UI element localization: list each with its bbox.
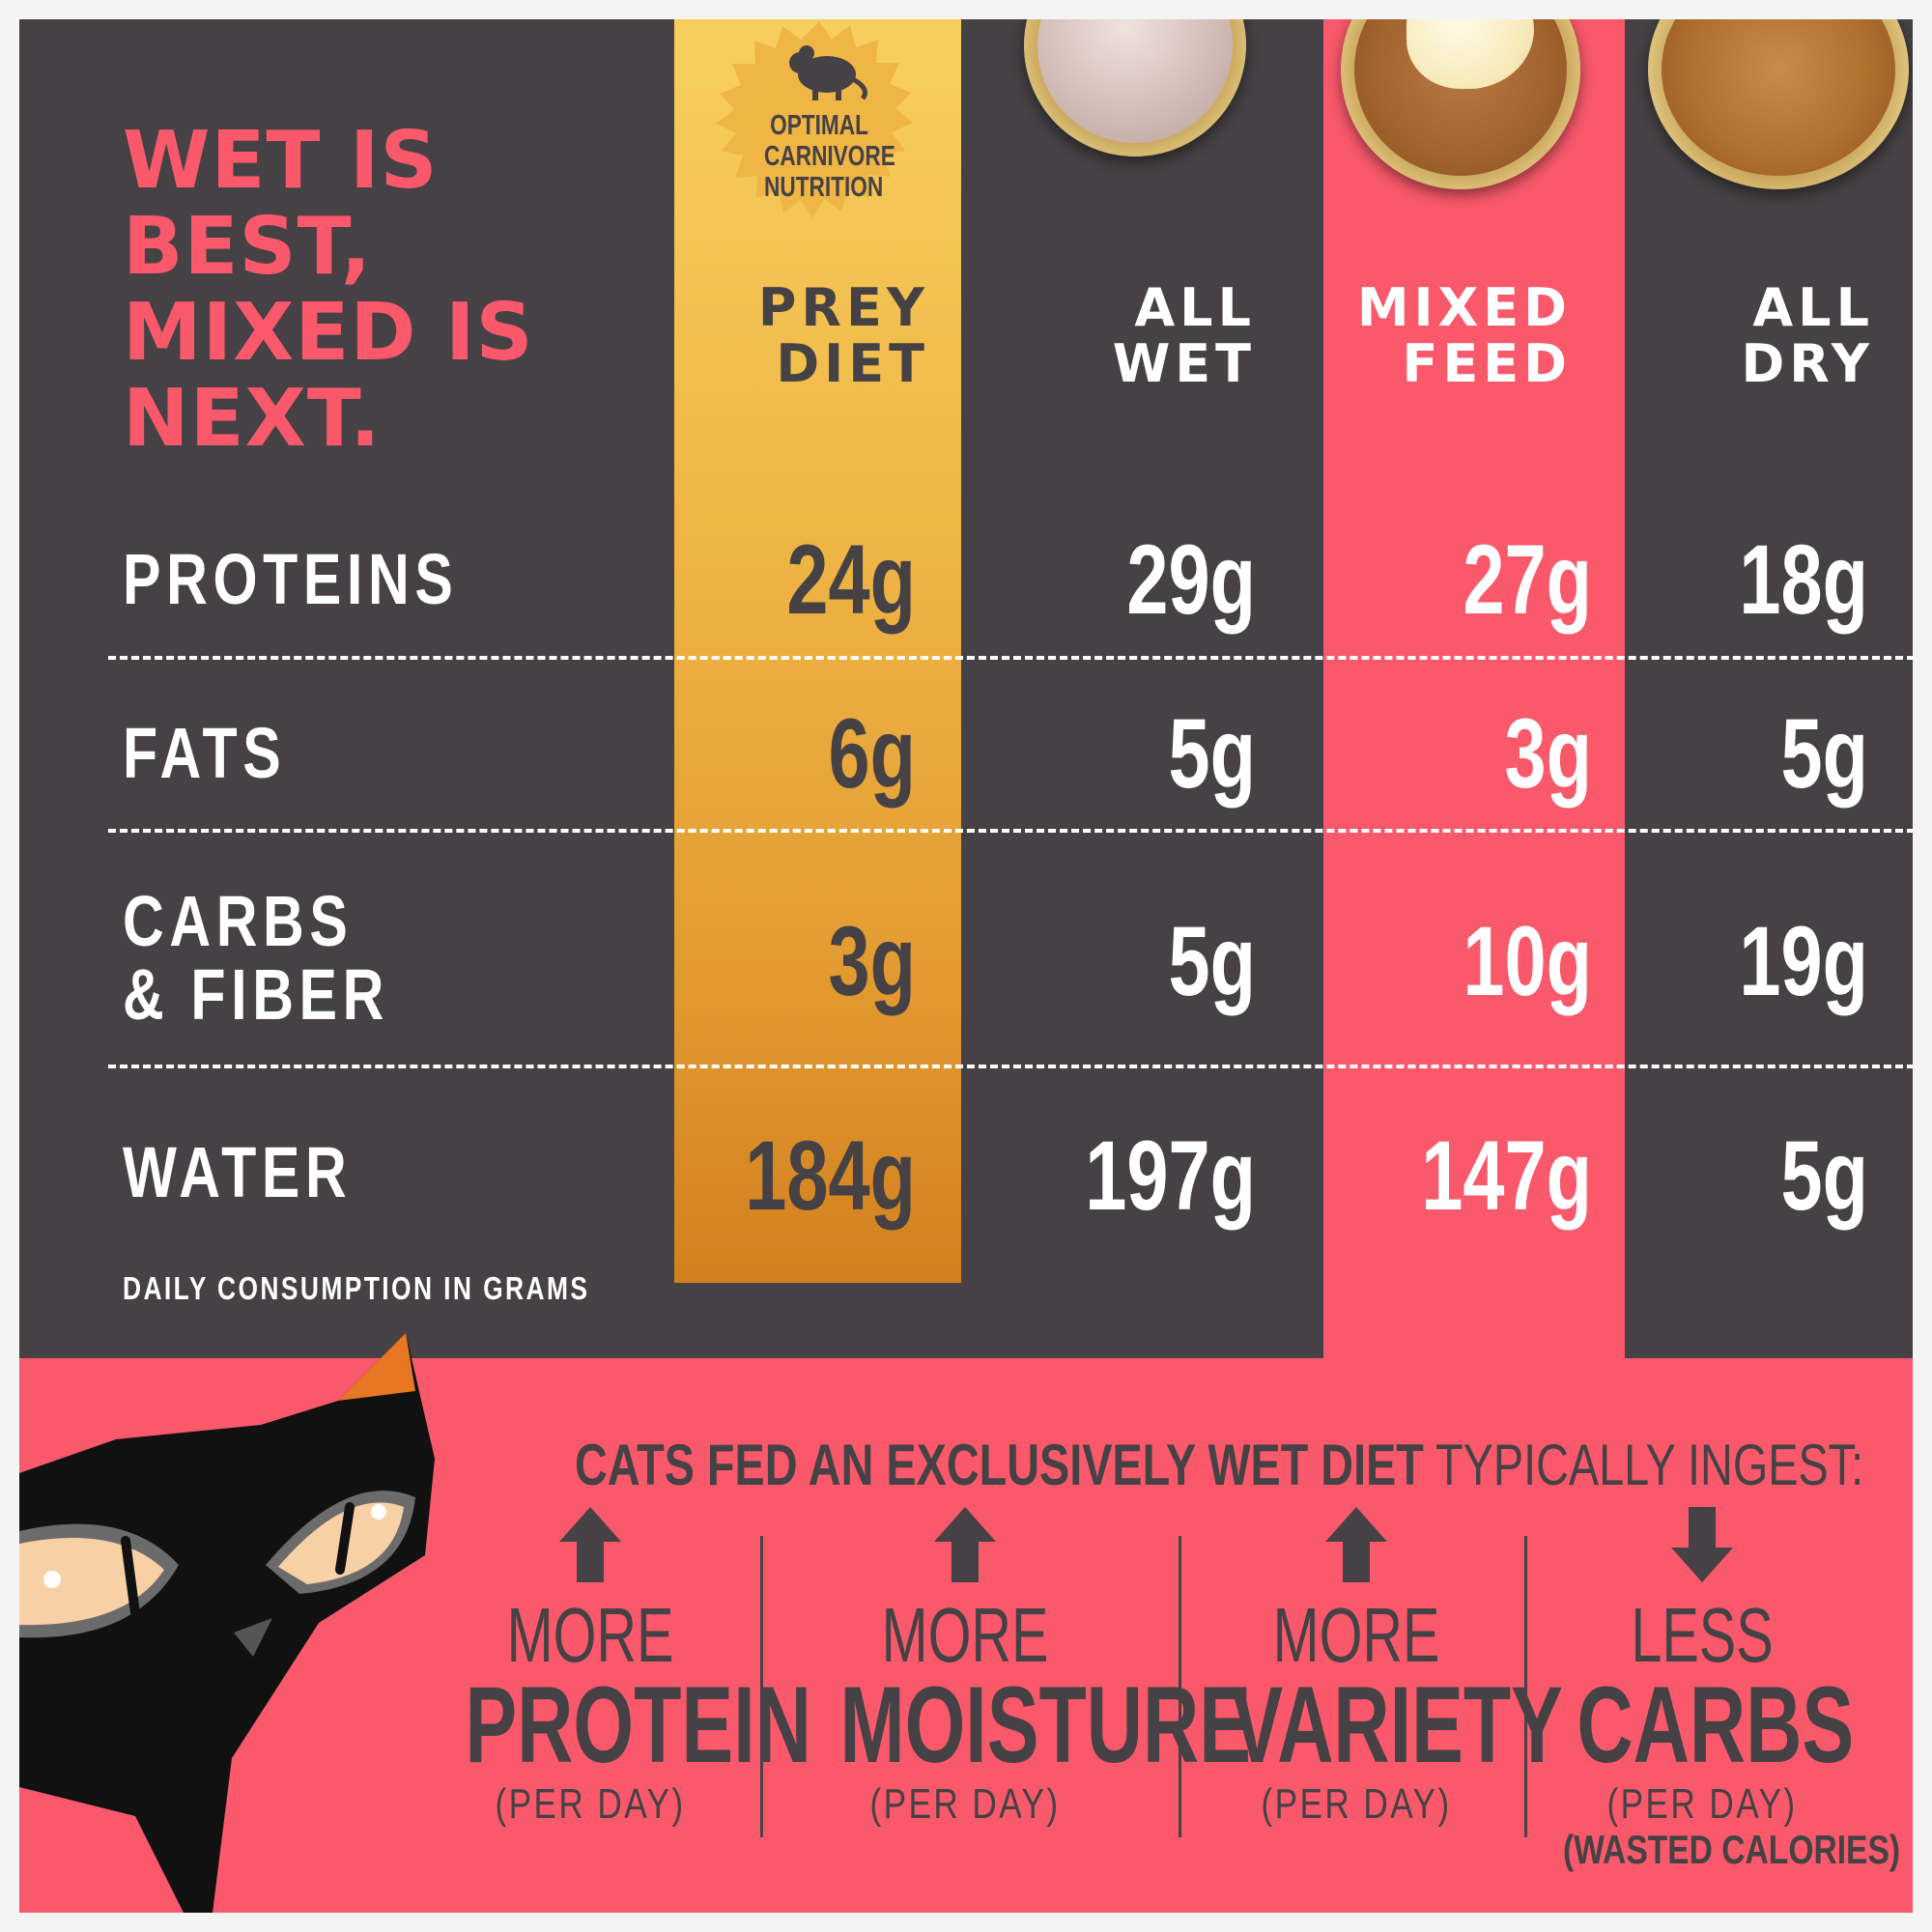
arrow-up-icon — [559, 1507, 621, 1582]
benefit-qualifier: LESS — [1631, 1592, 1774, 1678]
table-cell-value: 5g — [1168, 906, 1256, 1016]
column-header-prey-diet: PREY DIET — [639, 280, 929, 392]
table-cell-value: 18g — [1739, 525, 1868, 635]
table-cell-value: 184g — [745, 1121, 916, 1231]
column-header-line: DRY — [1741, 333, 1874, 394]
column-header-all-wet: ALL WET — [966, 280, 1256, 392]
benefit-title: PROTEIN — [465, 1664, 811, 1785]
headline: WET IS BEST, MIXED IS NEXT. — [123, 115, 534, 465]
table-cell-value: 5g — [1780, 698, 1868, 809]
benefit-more-moisture: MORE MOISTURE (PER DAY) — [791, 1507, 1252, 1828]
table-cell-value: 10g — [1463, 906, 1592, 1016]
benefit-title: MOISTURE — [839, 1664, 1252, 1785]
infographic-panel: WET IS BEST, MIXED IS NEXT. OPTIMAL CARN… — [19, 19, 1913, 1913]
column-header-line: ALL — [1752, 277, 1874, 338]
column-header-all-dry: ALL DRY — [1584, 280, 1874, 392]
table-cell-value: 6g — [828, 698, 916, 809]
benefit-qualifier: MORE — [506, 1592, 674, 1678]
column-header-line: ALL — [1134, 277, 1256, 338]
column-header-mixed-feed: MIXED FEED — [1282, 280, 1572, 392]
benefit-title: CARBS — [1577, 1664, 1855, 1785]
table-cell-value: 147g — [1421, 1121, 1592, 1231]
table-cell-value: 5g — [1168, 698, 1256, 809]
row-label-line: & FIBER — [123, 954, 389, 1035]
ingest-heading-bold: CATS FED AN EXCLUSIVELY WET DIET — [575, 1433, 1424, 1497]
seal-line: NUTRITION — [764, 172, 884, 203]
column-separator — [1524, 1536, 1527, 1837]
table-cell-value: 5g — [1780, 1121, 1868, 1231]
ingest-heading-rest: TYPICALLY INGEST: — [1423, 1433, 1864, 1497]
table-cell-value: 3g — [828, 906, 916, 1016]
row-label-line: CARBS — [123, 881, 354, 961]
arrow-up-icon — [934, 1507, 996, 1582]
row-label-proteins: PROTEINS — [123, 539, 459, 619]
benefit-more-protein: MORE PROTEIN (PER DAY) — [416, 1507, 811, 1828]
benefit-note: (WASTED CALORIES) — [1563, 1827, 1901, 1872]
table-cell-value: 29g — [1126, 525, 1256, 635]
table-cell-value: 3g — [1504, 698, 1592, 809]
benefit-period: (PER DAY) — [1261, 1780, 1452, 1828]
ingest-heading: CATS FED AN EXCLUSIVELY WET DIET TYPICAL… — [575, 1432, 1863, 1498]
ear-inner — [338, 1333, 415, 1401]
row-divider — [108, 656, 1913, 660]
column-separator — [1179, 1536, 1181, 1837]
mixed-feed-column — [1323, 19, 1625, 1358]
row-divider — [108, 829, 1913, 833]
benefit-less-carbs: LESS CARBS (PER DAY) (WASTED CALORIES) — [1528, 1507, 1901, 1872]
benefit-period: (PER DAY) — [1606, 1780, 1798, 1828]
table-cell-value: 27g — [1463, 525, 1592, 635]
column-header-line: MIXED — [1356, 277, 1572, 338]
benefit-period: (PER DAY) — [495, 1780, 686, 1828]
row-label-fats: FATS — [123, 713, 287, 793]
benefit-more-variety: MORE VARIETY (PER DAY) — [1182, 1507, 1563, 1828]
optimal-nutrition-seal — [716, 21, 913, 218]
benefit-qualifier: MORE — [1272, 1592, 1440, 1678]
benefit-period: (PER DAY) — [869, 1780, 1061, 1828]
seal-line: CARNIVORE — [764, 141, 895, 172]
benefit-title: VARIETY — [1231, 1664, 1563, 1785]
arrow-up-icon — [1325, 1507, 1387, 1582]
column-header-line: FEED — [1402, 333, 1572, 394]
benefit-qualifier: MORE — [881, 1592, 1049, 1678]
arrow-down-icon — [1671, 1507, 1733, 1582]
seal-text: OPTIMAL CARNIVORE NUTRITION — [764, 110, 895, 203]
mixed-food-bowl-image — [1341, 19, 1580, 189]
table-footnote: DAILY CONSUMPTION IN GRAMS — [123, 1270, 590, 1306]
seal-line: OPTIMAL — [770, 110, 868, 141]
column-header-line: WET — [1112, 333, 1256, 394]
mouse-icon — [789, 45, 867, 100]
row-label-water: WATER — [123, 1132, 353, 1212]
column-header-line: DIET — [776, 333, 929, 394]
row-divider — [108, 1065, 1913, 1068]
black-cat-illustration — [19, 1333, 435, 1913]
row-label-carbs-fiber: CARBS & FIBER — [123, 885, 389, 1032]
cat-nose — [234, 1618, 272, 1657]
prey-diet-column — [674, 19, 961, 1283]
table-cell-value: 197g — [1085, 1121, 1256, 1231]
table-cell-value: 19g — [1739, 906, 1868, 1016]
column-header-line: PREY — [757, 277, 929, 338]
table-cell-value: 24g — [786, 525, 916, 635]
column-separator — [760, 1536, 763, 1837]
